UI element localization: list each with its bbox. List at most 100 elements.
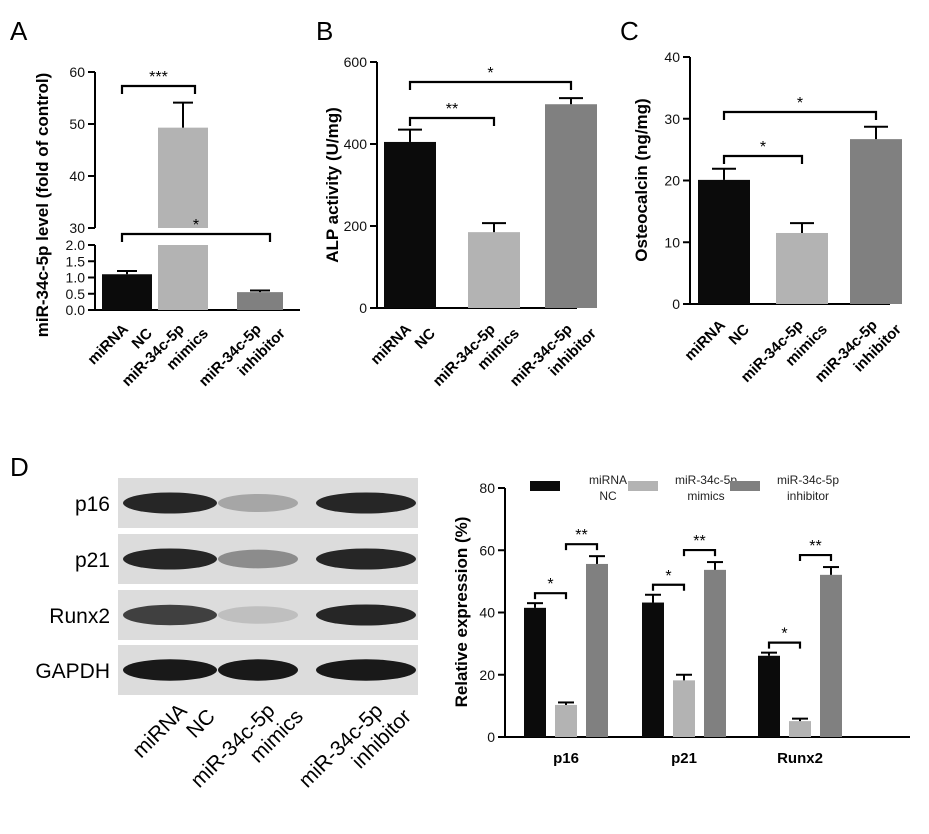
bar-a-mimics-upper <box>158 127 208 228</box>
blot-band <box>316 548 416 570</box>
tick-label-d: 40 <box>479 605 495 621</box>
sig-c-1-label: * <box>797 95 803 112</box>
x-tick-label-d: p16 <box>553 750 579 767</box>
legend-swatch-1 <box>628 481 658 491</box>
legend-label-2: miR-34c-5p <box>777 473 839 487</box>
legend-label-2: inhibitor <box>787 489 829 503</box>
sig-a-1-label: *** <box>149 69 168 86</box>
bar-a-2 <box>237 292 283 310</box>
bar-c-1 <box>776 232 828 304</box>
sig-b-1-label: * <box>487 65 493 82</box>
c-category-line: miRNA <box>681 317 728 364</box>
bar-d-runx2 <box>758 655 780 737</box>
blot-band <box>123 548 217 570</box>
blot-band <box>316 604 416 626</box>
tick-label-c: 10 <box>664 234 680 250</box>
bar-d-p16 <box>524 607 546 737</box>
y-axis-title-a: miR-34c-5p level (fold of control) <box>33 73 52 337</box>
y-axis-title-d: Relative expression (%) <box>452 517 471 708</box>
b-category-line: NC <box>412 325 439 352</box>
sig-d-2-a-bracket <box>767 641 802 649</box>
blot-band <box>123 492 217 514</box>
tick-label-b: 200 <box>344 218 368 234</box>
blot-band <box>316 492 416 514</box>
blot-row-label: GAPDH <box>35 660 110 683</box>
b-category-line: miRNA <box>367 321 414 368</box>
tick-label-a: 30 <box>69 220 85 236</box>
bar-c-2 <box>850 139 902 304</box>
blot-band <box>218 659 298 681</box>
tick-label-a: 2.0 <box>66 237 86 253</box>
legend-label-1: mimics <box>687 489 724 503</box>
sig-c-1-bracket <box>722 110 878 120</box>
panel-label-b: B <box>316 16 333 46</box>
tick-label-c: 40 <box>664 49 680 65</box>
sig-c-0-bracket <box>722 154 804 164</box>
tick-label-a: 1.5 <box>66 253 86 269</box>
legend-swatch-0 <box>530 481 560 491</box>
sig-d-2-b-bracket <box>798 553 833 562</box>
bar-c-0 <box>698 179 750 304</box>
c-category-line: NC <box>726 321 753 348</box>
sig-d-0-a-bracket <box>533 592 568 600</box>
tick-label-a: 40 <box>69 168 85 184</box>
sig-d-2-a-label: * <box>781 626 787 643</box>
y-axis-title-b: ALP activity (U/mg) <box>323 107 342 263</box>
bar-b-1 <box>468 232 520 308</box>
tick-label-a: 0.5 <box>66 286 86 302</box>
y-axis-title-a-text: miR-34c-5p level (fold of control) <box>33 73 52 337</box>
blot-row-label: Runx2 <box>49 605 110 628</box>
bar-b-2 <box>545 104 597 308</box>
sig-d-1-b-bracket <box>682 548 717 557</box>
y-axis-title-c: Osteocalcin (ng/mg) <box>632 98 651 261</box>
sig-b-0-label: ** <box>446 101 458 118</box>
blot-band <box>218 493 298 513</box>
blot-lane-line: NC <box>182 705 220 743</box>
y-axis-title-d-text: Relative expression (%) <box>452 517 471 708</box>
legend-swatch-2 <box>730 481 760 491</box>
x-tick-label-d: Runx2 <box>777 750 823 767</box>
sig-d-0-b-label: ** <box>575 527 587 544</box>
tick-label-d: 0 <box>487 729 495 745</box>
sig-d-2-b-label: ** <box>809 538 821 555</box>
panel-label-c: C <box>620 16 639 46</box>
tick-label-a: 1.0 <box>66 270 86 286</box>
sig-c-0-label: * <box>760 139 766 156</box>
tick-label-b: 0 <box>359 300 367 316</box>
sig-a-1-bracket <box>120 84 197 94</box>
tick-label-b: 600 <box>344 54 368 70</box>
tick-label-d: 80 <box>479 480 495 496</box>
tick-label-b: 400 <box>344 136 368 152</box>
bar-d-p16 <box>555 704 577 737</box>
sig-d-0-b-bracket <box>564 543 599 551</box>
sig-b-1-bracket <box>408 80 573 90</box>
panel-label-d: D <box>10 452 29 482</box>
bar-b-0 <box>384 141 436 308</box>
blot-lane-line: miRNA <box>128 699 191 762</box>
bar-d-p21 <box>704 569 726 737</box>
sig-d-0-a-label: * <box>547 576 553 593</box>
tick-label-a: 60 <box>69 64 85 80</box>
blot-row-label: p16 <box>75 493 110 516</box>
y-axis-title-b-text: ALP activity (U/mg) <box>323 107 342 263</box>
bar-d-runx2 <box>789 721 811 737</box>
x-tick-label-d: p21 <box>671 750 697 767</box>
bar-a-mimics-lower <box>158 245 208 310</box>
blot-band <box>218 606 298 624</box>
sig-a-2-label: * <box>193 217 199 234</box>
y-axis-title-c-text: Osteocalcin (ng/mg) <box>632 98 651 261</box>
legend-label-0: NC <box>599 489 617 503</box>
tick-label-c: 20 <box>664 173 680 189</box>
tick-label-c: 30 <box>664 111 680 127</box>
sig-d-1-a-label: * <box>665 568 671 585</box>
